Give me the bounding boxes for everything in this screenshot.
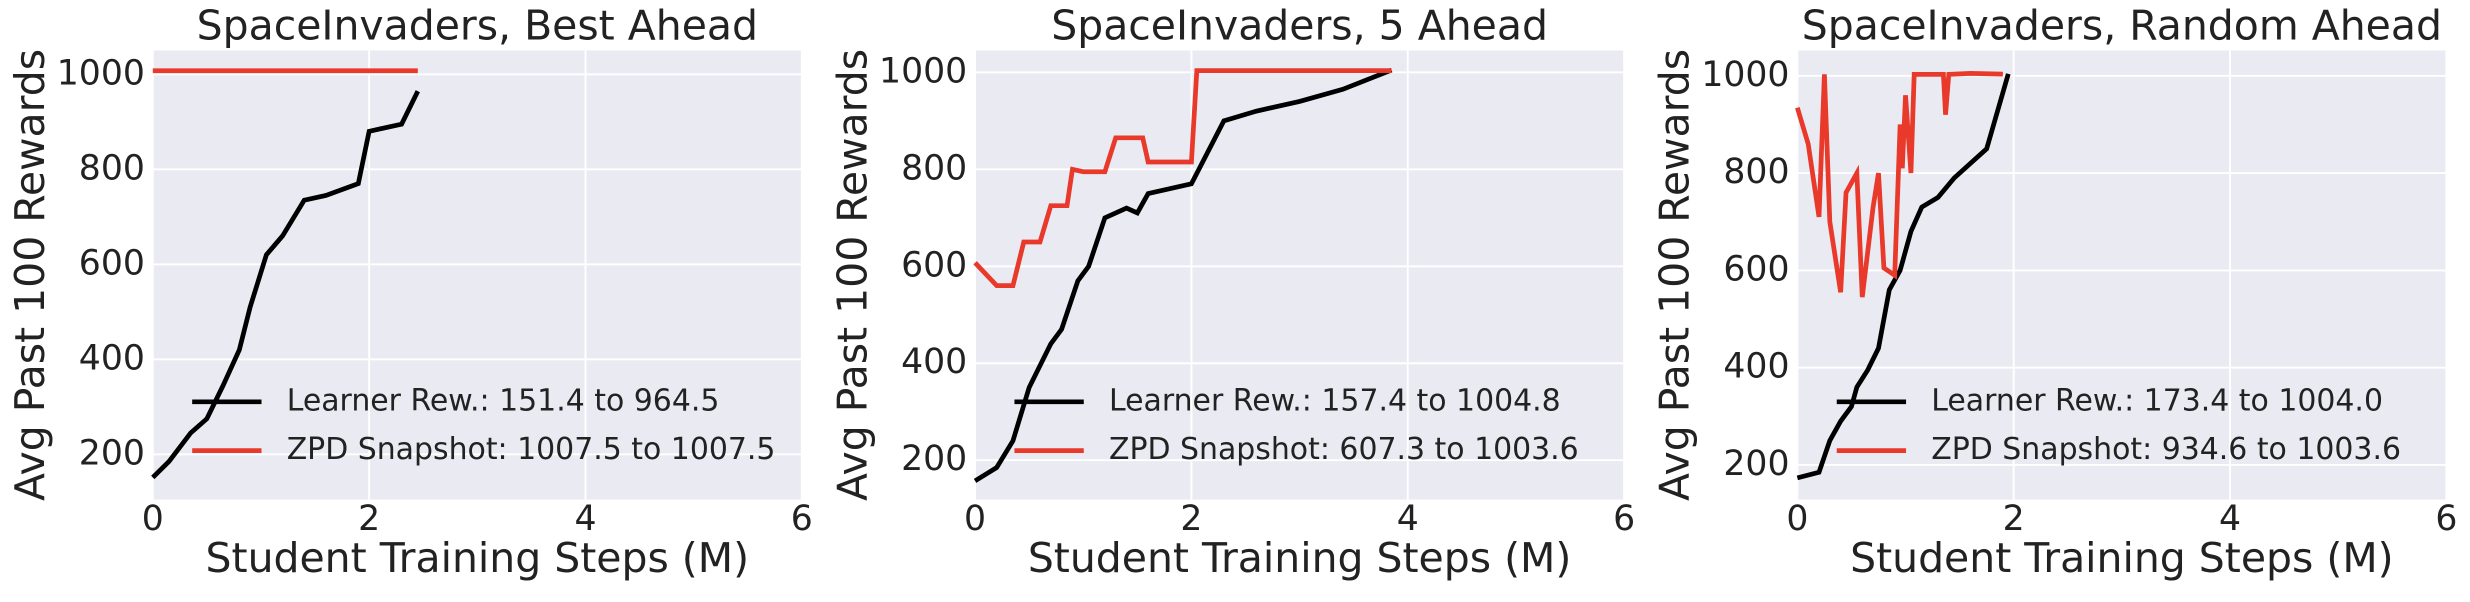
line [973,67,1393,483]
x-axis-label: Student Training Steps (M) [206,534,750,582]
x-tick-label: 2 [358,499,380,539]
x-tick-label: 4 [1397,499,1419,539]
y-tick-label: 800 [79,148,145,188]
y-tick-label: 1000 [879,51,967,91]
x-tick-label: 4 [2219,499,2241,539]
x-tick-label: 0 [1786,499,1808,539]
x-tick-label: 2 [2003,499,2025,539]
y-tick-label: 600 [901,245,967,285]
x-tick-label: 0 [142,499,164,539]
y-axis-label: Avg Past 100 Rewards [1651,49,1699,501]
y-tick-label: 200 [901,439,967,479]
y-tick-label: 400 [901,342,967,382]
y-tick-label: 1000 [1701,55,1789,95]
line [1796,73,2011,481]
y-axis-label: Avg Past 100 Rewards [6,49,54,501]
x-axis-label: Student Training Steps (M) [1850,534,2394,582]
y-tick-label: 1000 [57,53,145,93]
line [973,68,1392,289]
y-tick-label: 600 [79,243,145,283]
y-tick-label: 600 [1723,249,1789,289]
y-axis-label: Avg Past 100 Rewards [828,49,876,501]
x-tick-label: 6 [791,499,813,539]
y-tick-label: 400 [1723,347,1789,387]
chart-title: SpaceInvaders, 5 Ahead [1051,1,1548,49]
y-tick-label: 800 [901,148,967,188]
chart-title: SpaceInvaders, Random Ahead [1802,1,2442,49]
legend-label: Learner Rew.: 157.4 to 1004.8 [1109,383,1561,418]
y-tick-label: 200 [79,433,145,473]
legend-label: Learner Rew.: 173.4 to 1004.0 [1931,383,2383,418]
x-tick-label: 4 [574,499,596,539]
y-tick-label: 200 [1723,444,1789,484]
y-tick-label: 400 [79,338,145,378]
legend-label: ZPD Snapshot: 607.3 to 1003.6 [1109,432,1579,467]
legend-label: ZPD Snapshot: 934.6 to 1003.6 [1931,432,2401,467]
x-tick-label: 6 [2435,499,2457,539]
legend-label: Learner Rew.: 151.4 to 964.5 [287,383,720,418]
x-tick-label: 0 [964,499,986,539]
x-tick-label: 2 [1180,499,1202,539]
x-axis-label: Student Training Steps (M) [1028,534,1572,582]
line [1795,71,2003,298]
y-tick-label: 800 [1723,152,1789,192]
line [151,90,420,480]
chart-title: SpaceInvaders, Best Ahead [197,1,758,49]
x-tick-label: 6 [1613,499,1635,539]
legend-label: ZPD Snapshot: 1007.5 to 1007.5 [287,432,776,467]
